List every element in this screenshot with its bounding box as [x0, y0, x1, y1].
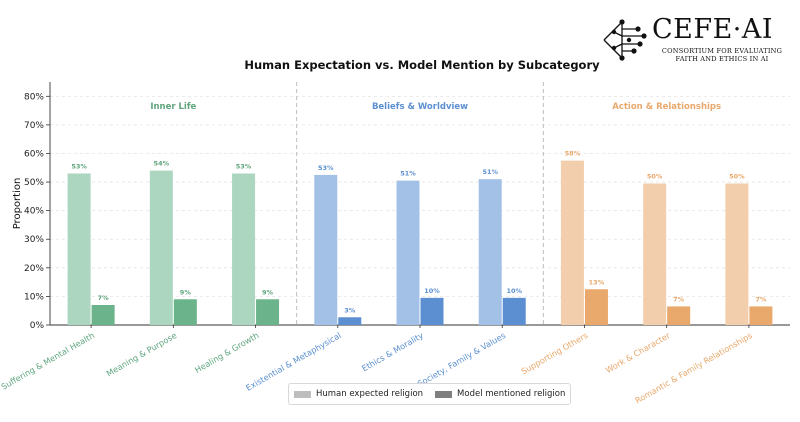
- bar-human-expected: [67, 173, 91, 325]
- bar-human-expected: [314, 174, 338, 325]
- bar-model-mentioned: [667, 306, 691, 325]
- data-label-model: 7%: [98, 294, 110, 302]
- y-tick-label: 20%: [24, 264, 44, 274]
- logo-subtitle: Consortium for Evaluating Faith and Ethi…: [652, 47, 792, 63]
- y-axis-label: Proportion: [12, 178, 23, 230]
- bar-human-expected: [560, 160, 584, 325]
- y-tick-label: 10%: [24, 292, 44, 302]
- y-tick-label: 50%: [24, 178, 44, 188]
- y-tick-label: 80%: [24, 92, 44, 102]
- data-label-human: 53%: [236, 162, 252, 170]
- bar-model-mentioned: [91, 304, 115, 325]
- bar-human-expected: [725, 183, 749, 325]
- logo-subtitle-line-2: Faith and Ethics in AI: [675, 55, 769, 63]
- bar-human-expected: [149, 170, 173, 325]
- bar-human-expected: [396, 180, 420, 325]
- data-label-human: 51%: [400, 170, 416, 178]
- x-tick-label: Suffering & Mental Health: [0, 330, 96, 392]
- chart-legend: Human expected religion Model mentioned …: [288, 383, 572, 405]
- data-label-human: 58%: [565, 150, 581, 158]
- bar-model-mentioned: [502, 297, 526, 325]
- bar-human-expected: [232, 173, 256, 325]
- bar-model-mentioned: [256, 299, 280, 325]
- legend-label-human: Human expected religion: [316, 389, 424, 399]
- data-label-human: 51%: [482, 168, 498, 176]
- data-label-human: 50%: [729, 172, 745, 180]
- legend-item-human: Human expected religion: [294, 389, 423, 399]
- logo-subtitle-line-1: Consortium for Evaluating: [661, 47, 783, 55]
- legend-swatch-model: [435, 390, 453, 398]
- x-tick-label: Society, Family & Values: [416, 330, 508, 389]
- data-label-model: 7%: [673, 295, 685, 303]
- y-tick-label: 0%: [30, 321, 45, 331]
- logo-title: CEFE·AI: [652, 14, 774, 45]
- cefe-logo: CEFE·AI Consortium for Evaluating Faith …: [600, 14, 796, 66]
- y-tick-label: 70%: [24, 121, 44, 131]
- data-label-model: 10%: [424, 287, 440, 295]
- x-tick-label: Supporting Others: [519, 330, 589, 376]
- bar-model-mentioned: [584, 289, 608, 325]
- y-tick-label: 30%: [24, 235, 44, 245]
- x-tick-label: Work & Character: [604, 330, 673, 375]
- bar-human-expected: [478, 179, 502, 325]
- data-label-human: 53%: [71, 162, 87, 170]
- bar-model-mentioned: [173, 299, 197, 325]
- legend-label-model: Model mentioned religion: [457, 389, 566, 399]
- y-tick-label: 60%: [24, 149, 44, 159]
- data-label-model: 7%: [755, 295, 767, 303]
- group-label: Inner Life: [150, 102, 196, 112]
- bar-model-mentioned: [749, 306, 773, 325]
- legend-swatch-human: [294, 390, 311, 398]
- group-label: Beliefs & Worldview: [372, 102, 468, 112]
- bar-model-mentioned: [338, 317, 362, 325]
- data-label-human: 54%: [154, 160, 170, 168]
- legend-item-model: Model mentioned religion: [435, 389, 565, 399]
- y-tick-label: 40%: [24, 207, 44, 217]
- data-label-model: 9%: [180, 288, 192, 296]
- bar-human-expected: [643, 183, 667, 325]
- bar-model-mentioned: [420, 297, 444, 325]
- data-label-model: 9%: [262, 288, 274, 296]
- network-logo-icon: [603, 19, 647, 61]
- data-label-human: 53%: [318, 164, 334, 172]
- data-label-human: 50%: [647, 172, 663, 180]
- chart-title: Human Expectation vs. Model Mention by S…: [244, 58, 600, 72]
- data-label-model: 10%: [506, 287, 522, 295]
- data-label-model: 13%: [589, 278, 605, 286]
- x-tick-label: Meaning & Purpose: [105, 330, 179, 378]
- x-tick-label: Ethics & Morality: [360, 330, 425, 373]
- data-label-model: 3%: [344, 306, 356, 314]
- group-label: Action & Relationships: [612, 102, 721, 112]
- x-tick-label: Healing & Growth: [193, 330, 261, 375]
